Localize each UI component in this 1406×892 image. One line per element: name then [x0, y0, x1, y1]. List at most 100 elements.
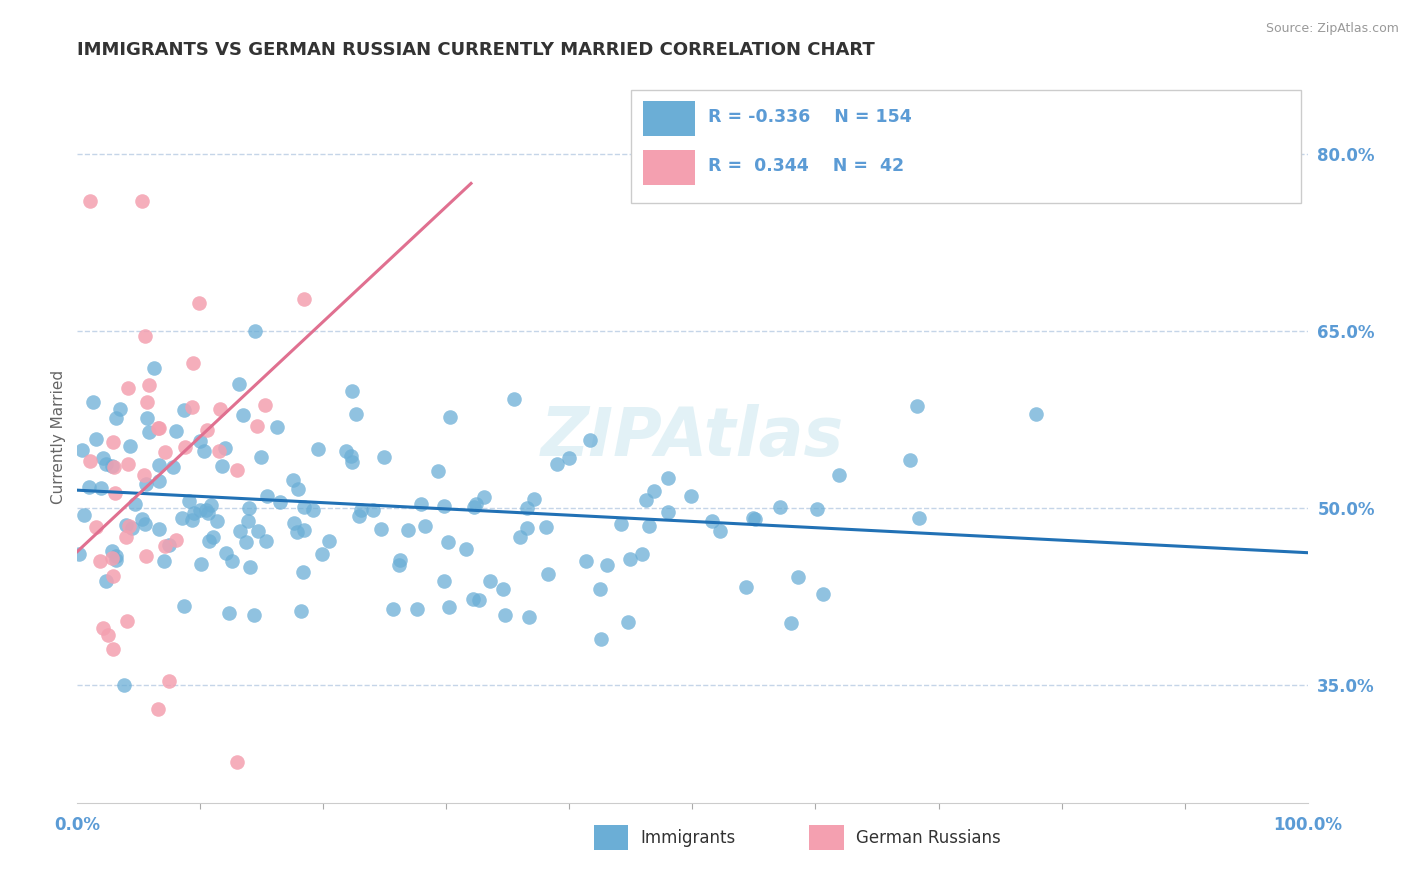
Point: [229, 524, 252, 538]
Point: [307, 442, 329, 456]
Point: [153, 539, 176, 553]
Point: [134, 516, 156, 531]
Point: [254, 533, 277, 548]
Point: [165, 533, 187, 547]
Point: [172, 510, 194, 524]
Point: [200, 498, 222, 512]
Point: [269, 495, 291, 509]
Point: [806, 502, 828, 516]
Point: [467, 593, 489, 607]
Point: [294, 500, 316, 515]
Point: [91, 621, 114, 635]
Point: [82, 394, 104, 409]
Point: [318, 534, 340, 549]
Point: [347, 508, 370, 523]
Point: [202, 530, 225, 544]
Point: [373, 450, 395, 465]
Point: [221, 554, 243, 568]
Point: [195, 424, 218, 438]
Point: [152, 554, 174, 568]
Point: [246, 524, 269, 539]
Point: [104, 486, 127, 500]
Point: [439, 410, 461, 425]
Point: [516, 521, 538, 535]
Point: [516, 500, 538, 515]
Point: [828, 468, 851, 483]
Point: [211, 458, 233, 473]
Text: R =  0.344    N =  42: R = 0.344 N = 42: [709, 158, 904, 176]
Point: [546, 457, 568, 471]
Text: Immigrants: Immigrants: [641, 829, 735, 847]
Point: [190, 557, 212, 571]
Point: [427, 464, 450, 478]
Point: [96, 574, 118, 588]
Point: [464, 497, 486, 511]
Point: [138, 377, 160, 392]
Point: [115, 517, 138, 532]
Point: [97, 628, 120, 642]
Point: [239, 560, 262, 574]
Point: [534, 520, 557, 534]
Point: [218, 606, 240, 620]
Point: [193, 444, 215, 458]
Point: [70, 443, 93, 458]
Point: [396, 524, 419, 538]
Point: [702, 515, 724, 529]
Point: [190, 502, 212, 516]
Point: [148, 421, 170, 435]
Point: [136, 411, 159, 425]
Point: [537, 567, 560, 582]
Point: [162, 460, 184, 475]
Point: [146, 420, 169, 434]
Point: [285, 524, 308, 539]
Point: [256, 490, 278, 504]
Point: [236, 514, 259, 528]
Point: [769, 500, 792, 515]
Point: [780, 615, 803, 630]
Point: [709, 524, 731, 539]
Point: [148, 474, 170, 488]
Point: [209, 402, 232, 417]
Point: [226, 755, 249, 769]
Point: [157, 673, 180, 688]
Point: [101, 551, 124, 566]
Point: [181, 356, 204, 370]
Point: [437, 535, 460, 549]
Point: [415, 519, 437, 533]
Point: [135, 477, 157, 491]
Point: [523, 492, 546, 507]
Point: [208, 444, 231, 458]
Point: [173, 599, 195, 613]
Point: [291, 565, 314, 579]
Text: R = -0.336    N = 154: R = -0.336 N = 154: [709, 109, 912, 127]
Point: [67, 548, 90, 562]
Point: [242, 607, 264, 622]
Point: [155, 445, 177, 459]
Point: [281, 473, 304, 487]
Point: [79, 454, 101, 468]
Bar: [644, 101, 695, 136]
Point: [382, 602, 405, 616]
Text: ZIPAtlas: ZIPAtlas: [541, 404, 844, 470]
Point: [131, 194, 153, 208]
Point: [742, 511, 765, 525]
Point: [335, 443, 357, 458]
Point: [479, 574, 502, 588]
Point: [238, 501, 260, 516]
Point: [290, 604, 312, 618]
Point: [472, 490, 495, 504]
Point: [205, 514, 228, 528]
Point: [370, 522, 392, 536]
Point: [292, 523, 315, 537]
Point: [596, 558, 619, 572]
Point: [79, 194, 101, 208]
Point: [197, 507, 219, 521]
Point: [898, 452, 921, 467]
Point: [165, 424, 187, 438]
Point: [243, 324, 266, 338]
Point: [138, 425, 160, 439]
Point: [131, 512, 153, 526]
Point: [124, 497, 146, 511]
Point: [433, 574, 456, 589]
Point: [254, 398, 277, 412]
